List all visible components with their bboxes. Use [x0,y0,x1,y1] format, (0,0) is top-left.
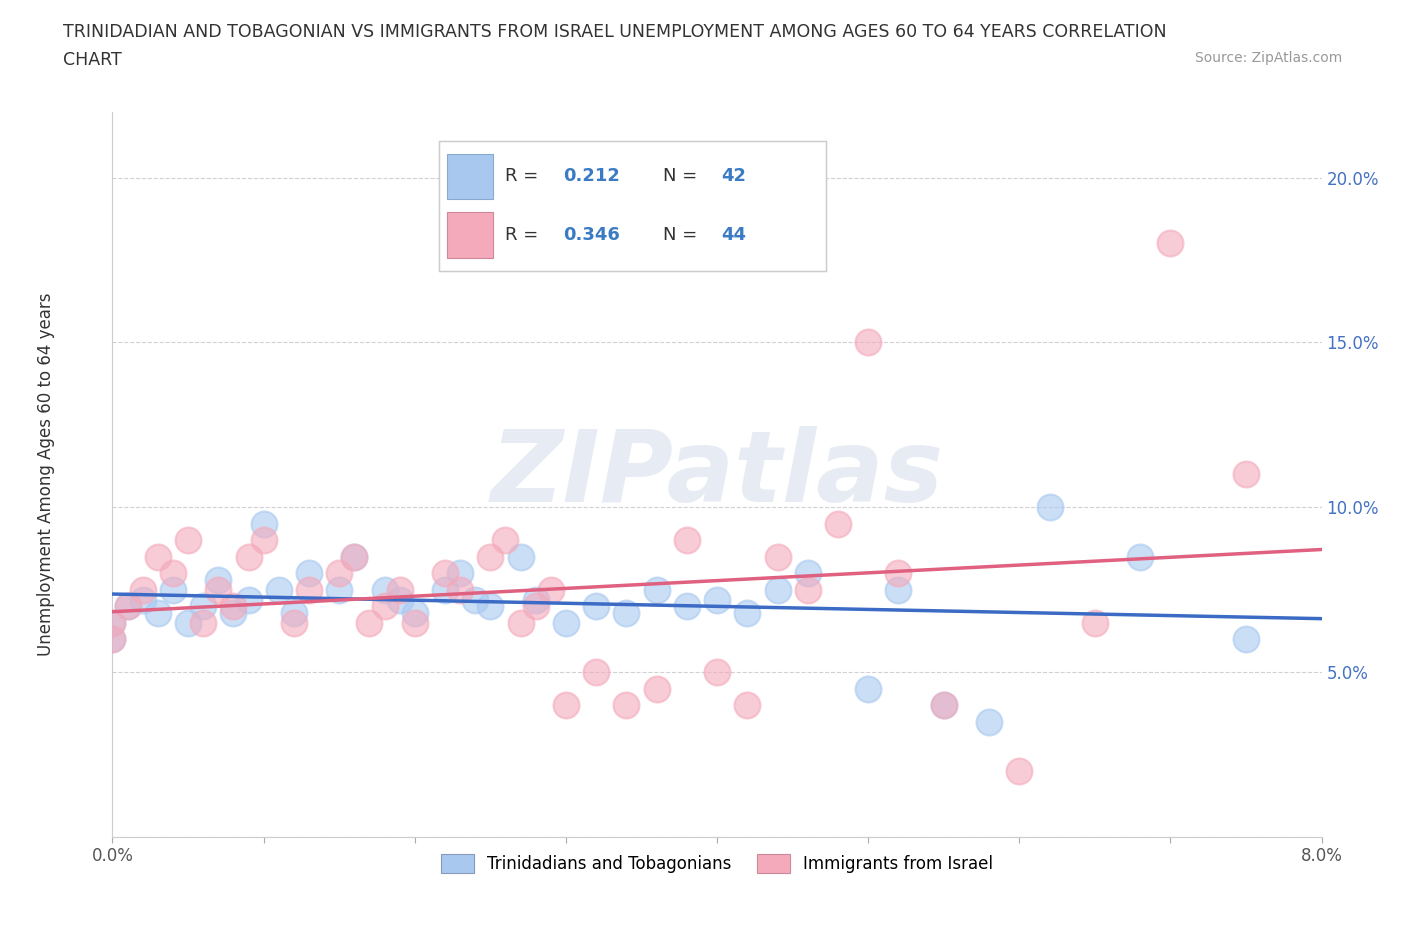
Point [238,592,260,607]
Point [509,550,531,565]
Point [132,592,155,607]
Point [328,582,350,597]
Point [343,550,366,565]
Point [675,599,697,614]
Legend: Trinidadians and Tobagonians, Immigrants from Israel: Trinidadians and Tobagonians, Immigrants… [434,847,1000,880]
Point [162,565,184,580]
Point [328,565,350,580]
Point [645,681,668,696]
Point [524,599,547,614]
Point [766,550,789,565]
Point [222,599,245,614]
Text: CHART: CHART [63,51,122,69]
Point [675,533,697,548]
Point [449,565,471,580]
Point [1234,631,1257,646]
Point [146,550,169,565]
Point [737,698,759,712]
Point [932,698,955,712]
Point [706,665,728,680]
Point [267,582,290,597]
Text: Unemployment Among Ages 60 to 64 years: Unemployment Among Ages 60 to 64 years [37,293,55,656]
Point [132,582,155,597]
Point [283,605,305,620]
Point [191,616,215,631]
Point [479,550,502,565]
Text: Source: ZipAtlas.com: Source: ZipAtlas.com [1195,51,1343,65]
Point [404,605,426,620]
Point [645,582,668,597]
Point [177,616,200,631]
Point [373,599,396,614]
Point [343,550,366,565]
Point [433,565,456,580]
Point [253,533,276,548]
Point [856,681,880,696]
Point [766,582,789,597]
Point [509,616,531,631]
Point [283,616,305,631]
Point [449,582,471,597]
Point [1084,616,1107,631]
Point [117,599,139,614]
Point [495,533,517,548]
Point [479,599,502,614]
Point [827,516,849,531]
Point [222,605,245,620]
Point [887,582,910,597]
Point [706,592,728,607]
Point [554,698,576,712]
Text: ZIPatlas: ZIPatlas [491,426,943,523]
Point [388,592,411,607]
Point [979,714,1001,729]
Point [101,616,124,631]
Point [1129,550,1152,565]
Point [433,582,456,597]
Point [1234,467,1257,482]
Point [585,599,607,614]
Point [524,592,547,607]
Point [616,698,638,712]
Text: TRINIDADIAN AND TOBAGONIAN VS IMMIGRANTS FROM ISRAEL UNEMPLOYMENT AMONG AGES 60 : TRINIDADIAN AND TOBAGONIAN VS IMMIGRANTS… [63,23,1167,41]
Point [101,631,124,646]
Point [373,582,396,597]
Point [796,565,818,580]
Point [177,533,200,548]
Point [1008,764,1031,778]
Point [932,698,955,712]
Point [585,665,607,680]
Point [616,605,638,620]
Point [887,565,910,580]
Point [101,616,124,631]
Point [101,631,124,646]
Point [388,582,411,597]
Point [359,616,381,631]
Point [1038,499,1062,514]
Point [207,572,229,587]
Point [298,565,321,580]
Point [146,605,169,620]
Point [191,599,215,614]
Point [404,616,426,631]
Point [298,582,321,597]
Point [540,582,562,597]
Point [253,516,276,531]
Point [737,605,759,620]
Point [238,550,260,565]
Point [464,592,486,607]
Point [207,582,229,597]
Point [117,599,139,614]
Point [856,335,880,350]
Point [796,582,818,597]
Point [162,582,184,597]
Point [1159,236,1181,251]
Point [554,616,576,631]
